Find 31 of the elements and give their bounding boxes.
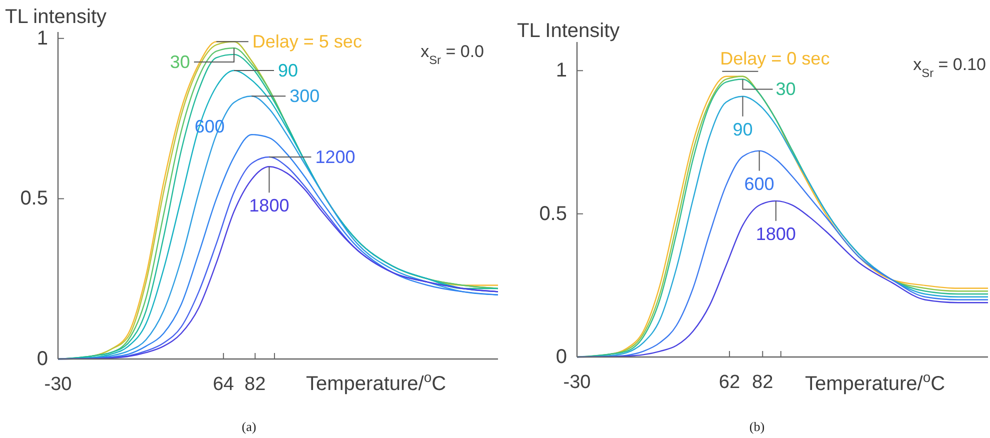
series-label: 90 (278, 60, 298, 80)
x-tick-label: -30 (563, 372, 591, 393)
y-axis-title: TL intensity (5, 6, 107, 28)
series-label: 1200 (315, 147, 356, 168)
series-label: Delay = 5 sec (252, 32, 362, 52)
series-label: 600 (744, 174, 774, 194)
x-axis-title: Temperature/$^{o}$C (805, 369, 946, 395)
x-tick-label: -30 (44, 374, 72, 395)
series-label: 1800 (756, 224, 796, 244)
text: (a) (242, 419, 256, 434)
y-tick-label: 1 (36, 27, 48, 50)
y-tick-label: 0.5 (539, 202, 567, 225)
x-axis-title: Temperature/$^{o}$C (306, 369, 446, 395)
text: (b) (749, 419, 765, 434)
series-label: 90 (732, 119, 753, 140)
annotation: x$_{Sr}$ = 0.0 (420, 42, 484, 67)
y-axis-title: TL Intensity (517, 20, 620, 42)
series-label: 30 (170, 52, 190, 72)
y-tick-label: 0 (36, 348, 48, 370)
annotation: x$_{Sr}$ = 0.10 (913, 55, 986, 80)
x-tick-label: 82 (244, 374, 266, 395)
y-tick-label: 0 (556, 346, 567, 368)
x-tick-label: 64 (212, 374, 234, 395)
x-tick-label: 82 (752, 372, 774, 393)
y-tick-label: 0.5 (20, 188, 48, 210)
x-tick-label: 62 (718, 372, 740, 393)
series-label: Delay = 0 sec (720, 48, 830, 68)
y-tick-label: 1 (556, 60, 567, 82)
series-label: 300 (290, 86, 320, 106)
series-label: 1800 (249, 196, 290, 216)
series-label: 30 (776, 79, 796, 100)
